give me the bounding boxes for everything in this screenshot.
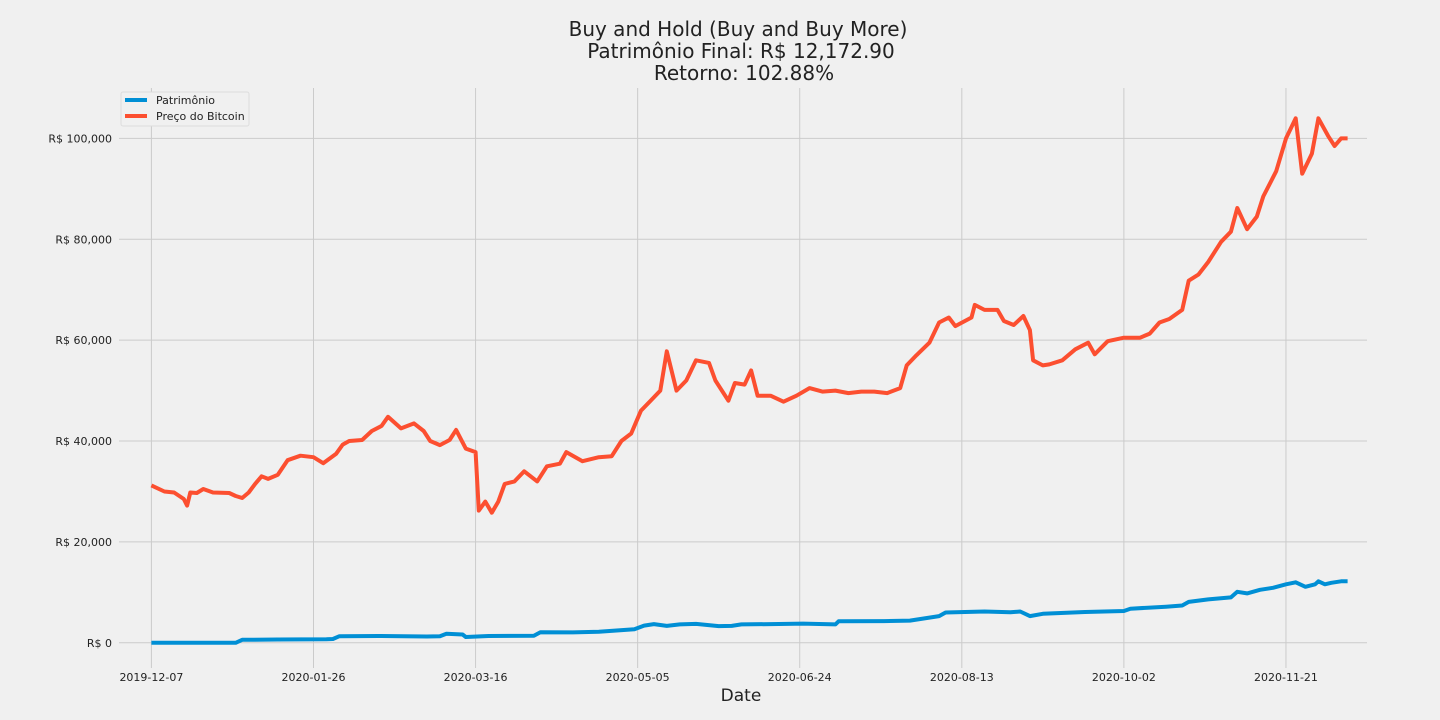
chart-title-line-2: Patrimônio Final: R$ 12,172.90 bbox=[587, 39, 895, 63]
x-tick-label: 2020-01-26 bbox=[282, 671, 346, 684]
legend-label-preco-bitcoin: Preço do Bitcoin bbox=[156, 110, 245, 123]
grid bbox=[119, 88, 1367, 668]
x-axis-label: Date bbox=[721, 686, 762, 706]
chart-title-line-1: Buy and Hold (Buy and Buy More) bbox=[569, 17, 908, 41]
plot-area bbox=[119, 88, 1367, 668]
series-line-patrimonio bbox=[151, 579, 1348, 645]
y-tick-label: R$ 60,000 bbox=[55, 334, 112, 347]
x-tick-label: 2020-11-21 bbox=[1254, 671, 1318, 684]
x-tick-labels: 2019-12-07 2020-01-26 2020-03-16 2020-05-05… bbox=[119, 671, 1317, 684]
legend-label-patrimonio: Patrimônio bbox=[156, 94, 215, 107]
legend-box bbox=[120, 91, 250, 127]
y-tick-label: R$ 80,000 bbox=[55, 233, 112, 246]
x-tick-label: 2020-06-24 bbox=[768, 671, 832, 684]
y-tick-label: R$ 100,000 bbox=[48, 132, 112, 145]
series-line-preco-bitcoin bbox=[150, 116, 1348, 515]
x-tick-label: 2020-08-13 bbox=[930, 671, 994, 684]
chart-title-line-3: Retorno: 102.88% bbox=[654, 61, 834, 85]
x-tick-label: 2020-05-05 bbox=[606, 671, 670, 684]
y-tick-labels: R$ 0 R$ 20,000 R$ 40,000 R$ 60,000 R$ 80,000… bbox=[48, 132, 112, 649]
x-tick-label: 2020-10-02 bbox=[1092, 671, 1156, 684]
y-tick-label: R$ 20,000 bbox=[55, 536, 112, 549]
x-tick-label: 2020-03-16 bbox=[444, 671, 508, 684]
series-lines bbox=[150, 116, 1348, 645]
legend: Patrimônio Preço do Bitcoin bbox=[120, 91, 250, 127]
y-tick-label: R$ 0 bbox=[87, 637, 112, 650]
x-tick-label: 2019-12-07 bbox=[119, 671, 183, 684]
y-tick-label: R$ 40,000 bbox=[55, 435, 112, 448]
